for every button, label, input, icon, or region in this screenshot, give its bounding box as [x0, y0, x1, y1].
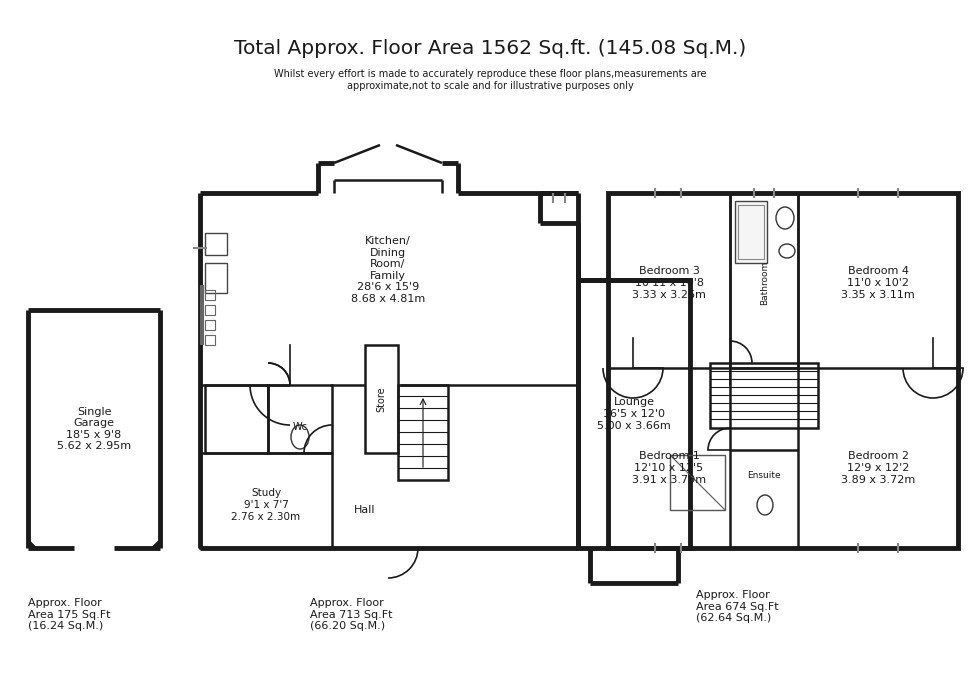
Text: Study
9'1 x 7'7
2.76 x 2.30m: Study 9'1 x 7'7 2.76 x 2.30m: [231, 489, 301, 522]
Text: Approx. Floor
Area 674 Sq.Ft
(62.64 Sq.M.): Approx. Floor Area 674 Sq.Ft (62.64 Sq.M…: [696, 590, 779, 623]
Text: Approx. Floor
Area 713 Sq.Ft
(66.20 Sq.M.): Approx. Floor Area 713 Sq.Ft (66.20 Sq.M…: [310, 598, 393, 631]
Ellipse shape: [779, 244, 795, 258]
Bar: [205, 263, 227, 293]
Text: Single
Garage
18'5 x 9'8
5.62 x 2.95m: Single Garage 18'5 x 9'8 5.62 x 2.95m: [57, 407, 131, 451]
Bar: [608, 193, 958, 548]
Bar: [738, 205, 764, 259]
Bar: [730, 193, 798, 368]
Text: Store: Store: [376, 386, 386, 412]
Bar: [200, 453, 332, 548]
Text: Bedroom 1
12'10 x 12'5
3.91 x 3.79m: Bedroom 1 12'10 x 12'5 3.91 x 3.79m: [632, 451, 706, 484]
Ellipse shape: [757, 495, 773, 515]
Bar: [398, 385, 448, 480]
Text: Whilst every effort is made to accurately reproduce these floor plans,measuremen: Whilst every effort is made to accuratel…: [273, 69, 707, 91]
Text: Bathroom: Bathroom: [760, 261, 769, 305]
Text: Hall: Hall: [354, 505, 375, 515]
Ellipse shape: [291, 425, 309, 449]
Bar: [205, 320, 215, 330]
Bar: [735, 201, 767, 263]
Text: Bedroom 3
10'11 x 10'8
3.33 x 3.26m: Bedroom 3 10'11 x 10'8 3.33 x 3.26m: [632, 266, 706, 300]
Bar: [205, 335, 215, 345]
Bar: [205, 385, 268, 453]
Text: Bedroom 4
11'0 x 10'2
3.35 x 3.11m: Bedroom 4 11'0 x 10'2 3.35 x 3.11m: [841, 266, 915, 300]
Text: Bedroom 2
12'9 x 12'2
3.89 x 3.72m: Bedroom 2 12'9 x 12'2 3.89 x 3.72m: [841, 451, 915, 484]
Bar: [365, 345, 398, 453]
Text: Approx. Floor
Area 175 Sq.Ft
(16.24 Sq.M.): Approx. Floor Area 175 Sq.Ft (16.24 Sq.M…: [28, 598, 111, 631]
Bar: [710, 363, 818, 428]
Bar: [268, 385, 332, 453]
Text: Total Approx. Floor Area 1562 Sq.ft. (145.08 Sq.M.): Total Approx. Floor Area 1562 Sq.ft. (14…: [234, 39, 746, 57]
Text: Ensuite: Ensuite: [747, 471, 781, 480]
Text: Wc: Wc: [292, 422, 308, 432]
Bar: [578, 280, 690, 548]
Bar: [205, 290, 215, 300]
Bar: [205, 305, 215, 315]
Text: Kitchen/
Dining
Room/
Family
28'6 x 15'9
8.68 x 4.81m: Kitchen/ Dining Room/ Family 28'6 x 15'9…: [351, 236, 425, 304]
Text: Lounge
16'5 x 12'0
5.00 x 3.66m: Lounge 16'5 x 12'0 5.00 x 3.66m: [597, 397, 671, 430]
Bar: [205, 233, 227, 255]
Ellipse shape: [776, 207, 794, 229]
Bar: [670, 455, 725, 510]
